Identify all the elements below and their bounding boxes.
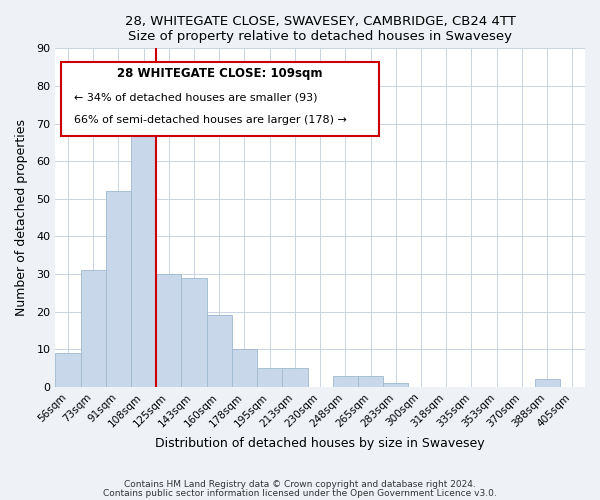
Bar bbox=[232, 350, 257, 387]
Text: Contains HM Land Registry data © Crown copyright and database right 2024.: Contains HM Land Registry data © Crown c… bbox=[124, 480, 476, 489]
Title: 28, WHITEGATE CLOSE, SWAVESEY, CAMBRIDGE, CB24 4TT
Size of property relative to : 28, WHITEGATE CLOSE, SWAVESEY, CAMBRIDGE… bbox=[125, 15, 515, 43]
Text: 66% of semi-detached houses are larger (178) →: 66% of semi-detached houses are larger (… bbox=[74, 115, 347, 125]
Bar bbox=[131, 124, 156, 387]
Bar bbox=[181, 278, 206, 387]
Bar bbox=[55, 353, 80, 387]
Bar bbox=[80, 270, 106, 387]
X-axis label: Distribution of detached houses by size in Swavesey: Distribution of detached houses by size … bbox=[155, 437, 485, 450]
Bar bbox=[106, 192, 131, 387]
Bar bbox=[333, 376, 358, 387]
Text: ← 34% of detached houses are smaller (93): ← 34% of detached houses are smaller (93… bbox=[74, 92, 317, 102]
Bar bbox=[206, 316, 232, 387]
Text: Contains public sector information licensed under the Open Government Licence v3: Contains public sector information licen… bbox=[103, 488, 497, 498]
Bar bbox=[358, 376, 383, 387]
Bar bbox=[383, 383, 409, 387]
Bar bbox=[535, 380, 560, 387]
Bar bbox=[283, 368, 308, 387]
Text: 28 WHITEGATE CLOSE: 109sqm: 28 WHITEGATE CLOSE: 109sqm bbox=[118, 66, 323, 80]
Bar bbox=[257, 368, 283, 387]
Bar bbox=[156, 274, 181, 387]
Y-axis label: Number of detached properties: Number of detached properties bbox=[15, 119, 28, 316]
